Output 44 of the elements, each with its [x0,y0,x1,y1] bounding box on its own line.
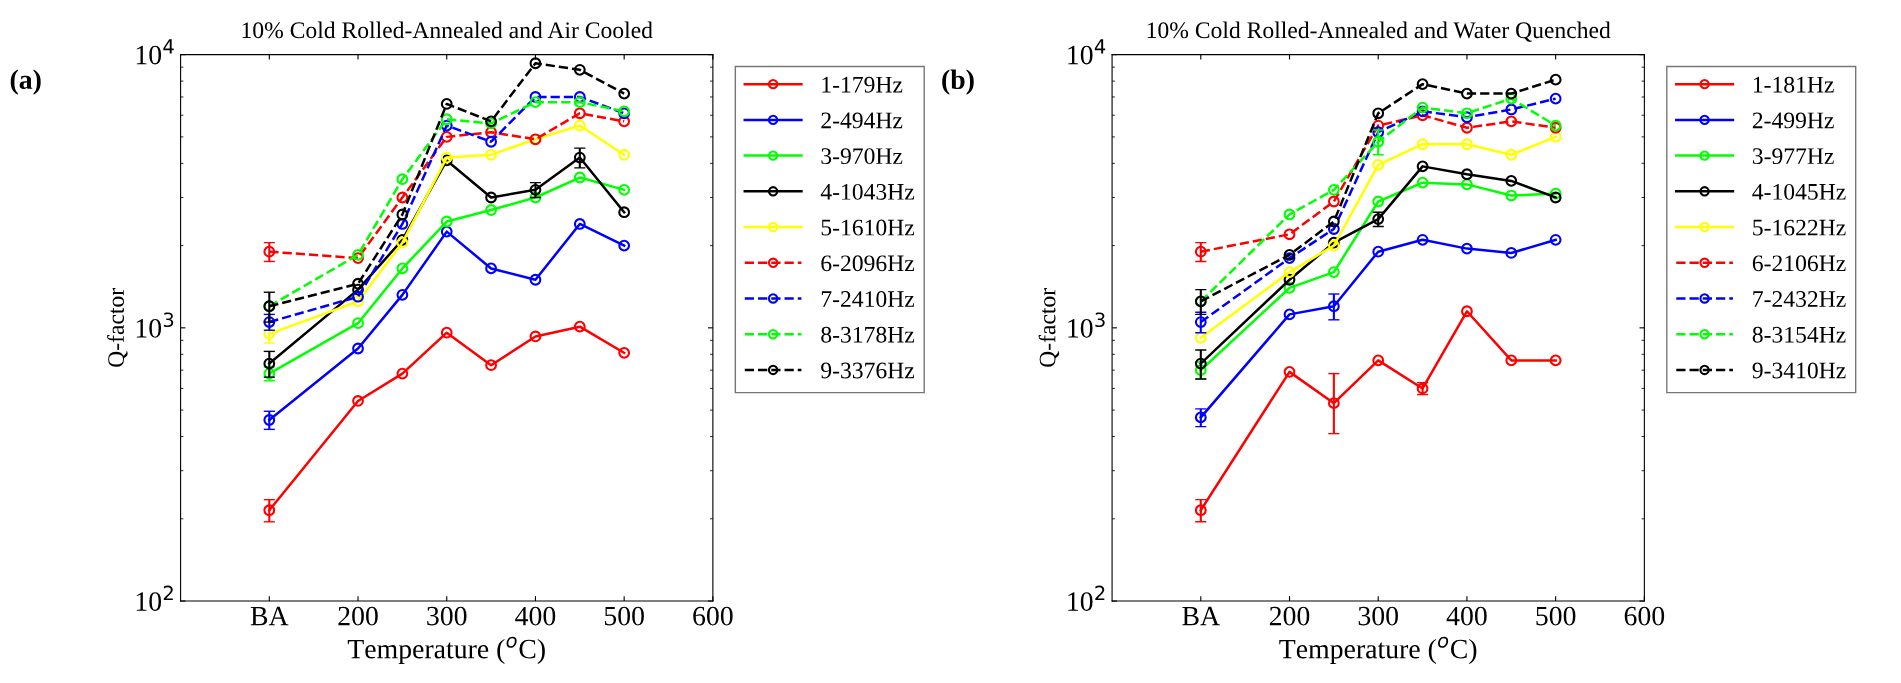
legend-label: 7-2432Hz [1753,291,1846,307]
legend-label: 8-3154Hz [1752,326,1846,343]
legend-label: 3-977Hz [1752,148,1834,165]
x-tick-label: BA [250,606,289,626]
legend-label: 6-2106Hz [1752,255,1846,272]
legend-label: 8-3178Hz [821,326,915,343]
legend-label: 3-970Hz [821,148,903,165]
x-axis-title: Temperature ($^{o}$C) [347,636,545,665]
x-tick-label: 200 [1269,606,1310,626]
legend-label: 7-2410Hz [821,291,915,307]
x-tick-label: 600 [1624,606,1665,626]
chart-title: 10% Cold Rolled-Annealed and Water Quenched [1147,21,1611,42]
x-tick-label: 400 [515,606,556,626]
y-tick-label: 10$^{2}$ [1068,585,1105,611]
legend-label: 1-181Hz [1753,76,1834,93]
legend-label: 1-179Hz [822,76,903,93]
x-axis-title: Temperature ($^{o}$C) [1279,636,1477,665]
text: (b) [942,69,974,95]
legend-label: 9-3410Hz [1752,362,1846,379]
y-tick-label: 10$^{4}$ [136,39,174,65]
x-tick-label: 300 [1358,606,1398,626]
y-axis-title: Q-factor [107,288,128,367]
y-tick-label: 10$^{3}$ [1068,312,1105,338]
x-tick-label: 500 [604,606,644,626]
legend-label: 5-1622Hz [1753,219,1846,236]
y-axis-title: Q-factor [1038,288,1060,367]
legend-label: 2-499Hz [1752,112,1834,129]
x-tick-label: 400 [1446,606,1487,626]
legend-label: 4-1043Hz [820,183,915,200]
legend-label: 4-1045Hz [1752,183,1846,200]
text: (a) [10,69,41,95]
x-tick-label: 500 [1536,606,1576,626]
legend-label: 9-3376Hz [821,362,915,379]
x-tick-label: 200 [338,606,378,626]
legend-label: 2-494Hz [821,112,903,129]
legend-label: 5-1610Hz [821,219,915,236]
y-tick-label: 10$^{3}$ [136,312,174,338]
chart-title: 10% Cold Rolled-Annealed and Air Cooled [242,21,653,39]
legend-label: 6-2096Hz [821,255,915,272]
y-tick-label: 10$^{4}$ [1068,39,1106,65]
x-tick-label: BA [1182,606,1220,626]
y-tick-label: 10$^{2}$ [136,585,173,611]
x-tick-label: 300 [427,606,467,626]
x-tick-label: 600 [693,606,733,626]
